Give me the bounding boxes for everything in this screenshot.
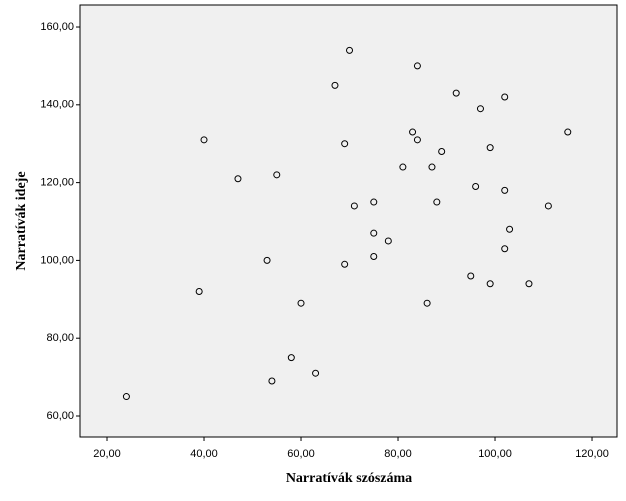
point xyxy=(486,280,494,288)
point xyxy=(341,260,349,268)
point xyxy=(428,163,436,171)
point xyxy=(486,144,494,152)
point xyxy=(413,62,421,70)
point xyxy=(370,229,378,237)
y-tick-label: 100,00 xyxy=(40,254,74,266)
point xyxy=(433,198,441,206)
point xyxy=(287,354,295,362)
point xyxy=(350,202,358,210)
point xyxy=(370,198,378,206)
point xyxy=(409,128,417,136)
point xyxy=(346,46,354,54)
x-tick-label: 80,00 xyxy=(384,448,412,460)
y-tick-label: 160,00 xyxy=(40,21,74,33)
point xyxy=(525,280,533,288)
point xyxy=(273,171,281,179)
point xyxy=(384,237,392,245)
point xyxy=(370,253,378,261)
point xyxy=(331,81,339,89)
y-tick-label: 140,00 xyxy=(40,99,74,111)
y-tick-label: 120,00 xyxy=(40,177,74,189)
point xyxy=(122,393,130,401)
point xyxy=(438,147,446,155)
point xyxy=(195,288,203,296)
point xyxy=(501,186,509,194)
point xyxy=(297,299,305,307)
point xyxy=(544,202,552,210)
point xyxy=(399,163,407,171)
point xyxy=(501,245,509,253)
point xyxy=(234,175,242,183)
point xyxy=(312,369,320,377)
point xyxy=(268,377,276,385)
x-tick-label: 40,00 xyxy=(190,448,218,460)
x-tick-label: 120,00 xyxy=(575,448,609,460)
point xyxy=(467,272,475,280)
point xyxy=(476,105,484,113)
y-tick-label: 80,00 xyxy=(46,332,74,344)
point xyxy=(341,140,349,148)
point xyxy=(200,136,208,144)
point xyxy=(501,93,509,101)
x-tick-label: 20,00 xyxy=(93,448,121,460)
x-tick-label: 60,00 xyxy=(287,448,315,460)
y-axis-title: Narratívák ideje xyxy=(14,171,29,270)
x-axis-title: Narratívák szószáma xyxy=(286,471,412,486)
point xyxy=(413,136,421,144)
x-tick-label: 100,00 xyxy=(478,448,512,460)
point xyxy=(263,256,271,264)
point xyxy=(564,128,572,136)
point xyxy=(472,182,480,190)
point xyxy=(506,225,514,233)
point xyxy=(452,89,460,97)
plot-area xyxy=(79,4,618,438)
y-tick-label: 60,00 xyxy=(46,410,74,422)
point xyxy=(423,299,431,307)
